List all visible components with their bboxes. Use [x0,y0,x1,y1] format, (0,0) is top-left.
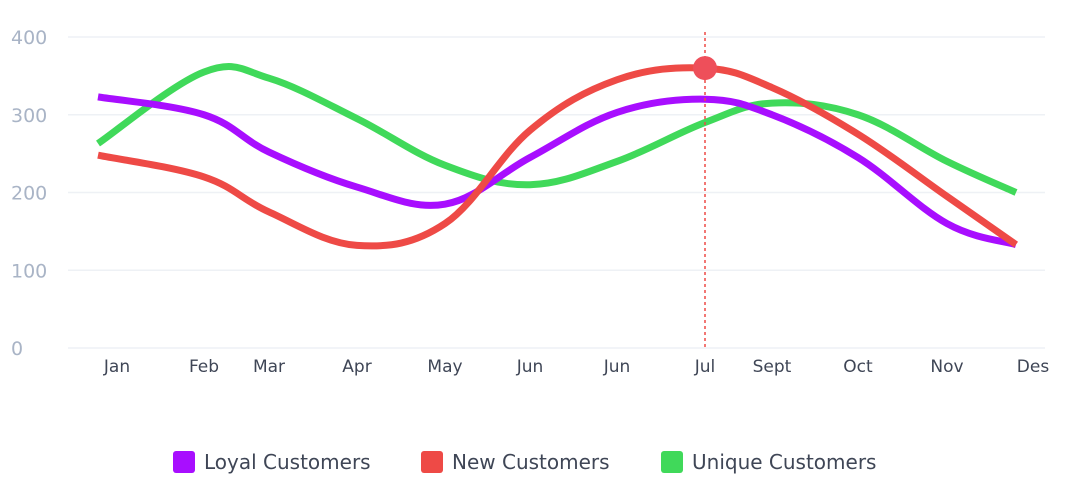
x-tick-label: Mar [253,357,285,377]
x-tick-label: Jul [694,357,716,377]
series-line-unique-customers [96,63,1018,196]
x-tick-label: Nov [930,357,963,377]
legend-item-loyal-customers[interactable]: Loyal Customers [173,450,371,474]
x-tick-label: Jun [516,357,544,377]
legend-swatch [173,451,195,473]
legend-label: New Customers [452,450,610,474]
y-tick-label: 400 [11,27,47,49]
y-tick-label: 300 [11,105,47,127]
x-tick-label: Sept [753,357,792,377]
x-tick-label: May [427,357,462,377]
y-tick-label: 100 [11,260,47,282]
x-tick-label: Jun [603,357,631,377]
highlight-marker[interactable] [693,56,717,81]
x-tick-label: Des [1017,357,1050,377]
y-grid [68,36,1045,349]
legend-label: Loyal Customers [204,450,371,474]
legend-swatch [421,451,443,473]
series-line-loyal-customers [97,93,1018,248]
legend-swatch [661,451,683,473]
y-tick-label: 200 [11,183,47,205]
legend-item-new-customers[interactable]: New Customers [421,450,610,474]
x-tick-label: Jan [103,357,130,377]
legend-label: Unique Customers [692,450,876,474]
x-tick-label: Oct [843,357,873,377]
x-tick-label: Apr [342,357,371,377]
x-tick-label: Feb [189,357,219,377]
y-tick-label: 0 [11,338,23,360]
legend-item-unique-customers[interactable]: Unique Customers [661,450,876,474]
series-line-new-customers [97,64,1019,250]
